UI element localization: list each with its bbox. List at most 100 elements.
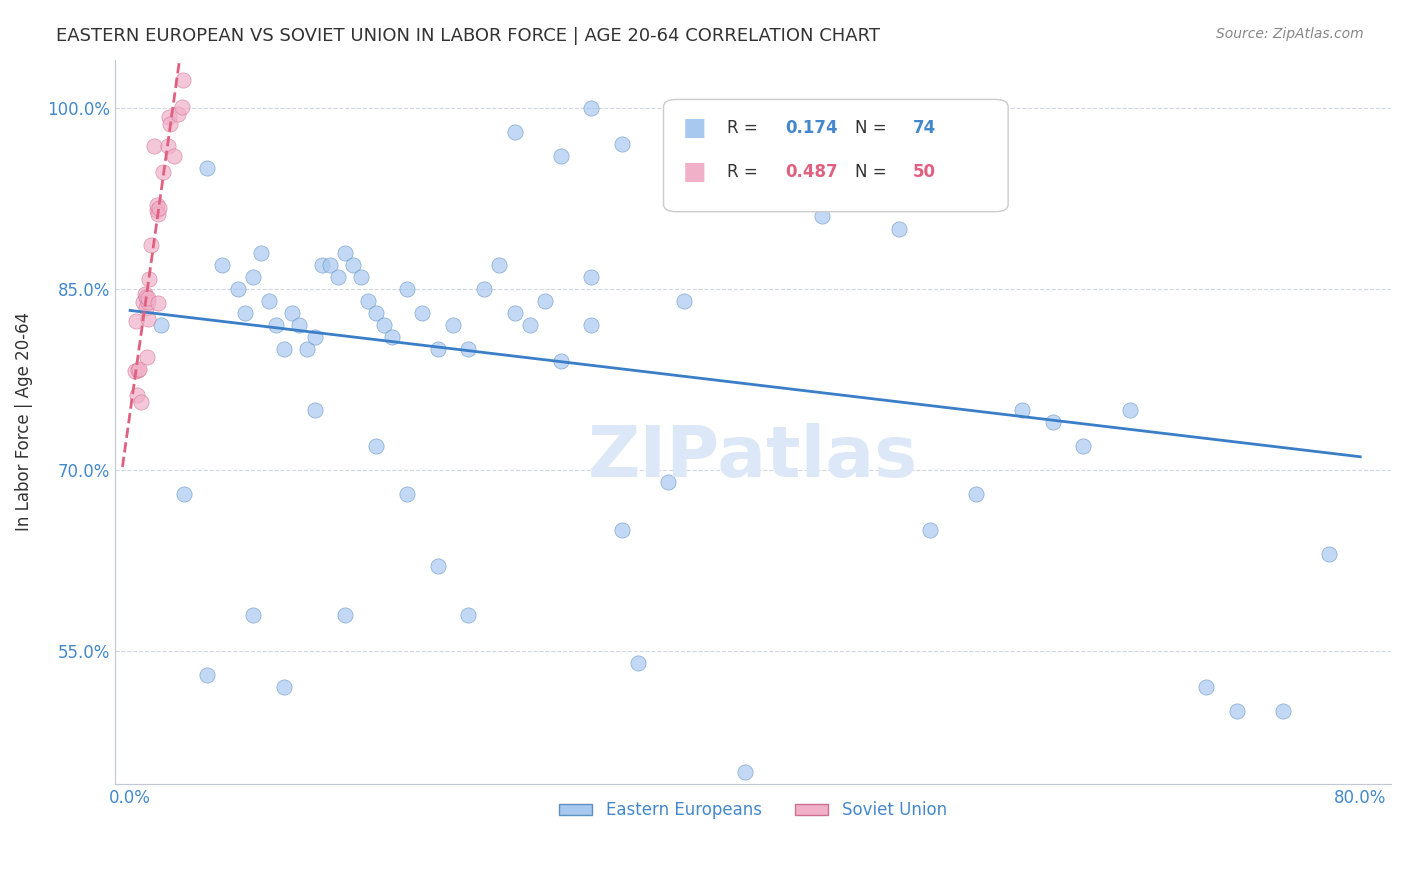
Soviet Union (136, 295, 159, 310)
Soviet Union (165, 27, 187, 41)
Eastern Europeans (1195, 680, 1218, 694)
Eastern Europeans (457, 607, 479, 622)
Eastern Europeans (488, 258, 510, 272)
Soviet Union (162, 149, 184, 163)
Eastern Europeans (550, 354, 572, 368)
Eastern Europeans (581, 101, 603, 115)
Eastern Europeans (672, 293, 695, 308)
Soviet Union (176, 22, 198, 37)
Text: ZIPatlas: ZIPatlas (588, 424, 918, 492)
Eastern Europeans (426, 343, 449, 357)
Eastern Europeans (472, 282, 495, 296)
Eastern Europeans (626, 656, 648, 670)
Eastern Europeans (366, 439, 388, 453)
Text: 74: 74 (912, 120, 935, 137)
Y-axis label: In Labor Force | Age 20-64: In Labor Force | Age 20-64 (15, 312, 32, 532)
Text: R =: R = (727, 120, 763, 137)
Soviet Union (165, 42, 187, 56)
Soviet Union (152, 164, 174, 178)
Soviet Union (180, 0, 202, 7)
Soviet Union (165, 37, 187, 52)
Eastern Europeans (519, 318, 541, 332)
Eastern Europeans (357, 293, 380, 308)
Eastern Europeans (304, 330, 326, 344)
Eastern Europeans (612, 137, 634, 152)
Soviet Union (124, 364, 146, 378)
Eastern Europeans (856, 101, 879, 115)
Soviet Union (146, 198, 169, 212)
Soviet Union (148, 201, 170, 215)
Eastern Europeans (342, 258, 364, 272)
Eastern Europeans (250, 245, 273, 260)
Soviet Union (172, 72, 194, 87)
Soviet Union (136, 312, 159, 326)
Soviet Union (166, 106, 188, 120)
Eastern Europeans (796, 112, 818, 127)
Eastern Europeans (441, 318, 464, 332)
Eastern Europeans (1042, 415, 1064, 429)
Eastern Europeans (581, 318, 603, 332)
Text: N =: N = (855, 163, 891, 181)
Soviet Union (152, 44, 174, 58)
Soviet Union (139, 237, 162, 252)
Soviet Union (172, 3, 194, 17)
Eastern Europeans (373, 318, 395, 332)
Soviet Union (157, 138, 180, 153)
Eastern Europeans (280, 306, 302, 320)
Soviet Union (138, 272, 160, 286)
Text: 50: 50 (912, 163, 935, 181)
Eastern Europeans (1073, 439, 1095, 453)
Text: ■: ■ (683, 116, 706, 140)
Eastern Europeans (918, 523, 941, 537)
Eastern Europeans (380, 330, 402, 344)
Eastern Europeans (264, 318, 287, 332)
Eastern Europeans (411, 306, 433, 320)
Soviet Union (136, 291, 159, 305)
Eastern Europeans (173, 487, 195, 501)
Eastern Europeans (326, 269, 349, 284)
Eastern Europeans (1226, 704, 1249, 718)
Eastern Europeans (811, 210, 834, 224)
Eastern Europeans (550, 149, 572, 163)
Soviet Union (143, 139, 166, 153)
Text: Source: ZipAtlas.com: Source: ZipAtlas.com (1216, 27, 1364, 41)
Eastern Europeans (780, 112, 803, 127)
Eastern Europeans (1272, 704, 1295, 718)
Soviet Union (181, 29, 204, 44)
Soviet Union (135, 290, 157, 304)
Eastern Europeans (273, 680, 295, 694)
Eastern Europeans (581, 269, 603, 284)
Eastern Europeans (734, 764, 756, 779)
Soviet Union (129, 394, 152, 409)
Eastern Europeans (426, 559, 449, 574)
Eastern Europeans (856, 101, 879, 115)
Soviet Union (146, 207, 169, 221)
Soviet Union (157, 110, 180, 124)
Eastern Europeans (195, 161, 218, 176)
Eastern Europeans (311, 258, 333, 272)
Soviet Union (135, 301, 157, 316)
Text: EASTERN EUROPEAN VS SOVIET UNION IN LABOR FORCE | AGE 20-64 CORRELATION CHART: EASTERN EUROPEAN VS SOVIET UNION IN LABO… (56, 27, 880, 45)
Soviet Union (136, 350, 159, 364)
Eastern Europeans (304, 402, 326, 417)
Soviet Union (134, 287, 156, 301)
Soviet Union (146, 296, 169, 310)
Text: N =: N = (855, 120, 891, 137)
Eastern Europeans (688, 101, 710, 115)
Eastern Europeans (149, 318, 172, 332)
Eastern Europeans (612, 523, 634, 537)
Eastern Europeans (319, 258, 342, 272)
Eastern Europeans (211, 258, 233, 272)
FancyBboxPatch shape (664, 99, 1008, 211)
Eastern Europeans (335, 607, 357, 622)
Eastern Europeans (195, 668, 218, 682)
Eastern Europeans (1319, 548, 1341, 562)
Eastern Europeans (366, 306, 388, 320)
Soviet Union (159, 117, 181, 131)
Eastern Europeans (395, 282, 418, 296)
Eastern Europeans (242, 269, 264, 284)
Eastern Europeans (657, 475, 679, 489)
Eastern Europeans (965, 487, 987, 501)
Soviet Union (127, 362, 149, 376)
Eastern Europeans (395, 487, 418, 501)
